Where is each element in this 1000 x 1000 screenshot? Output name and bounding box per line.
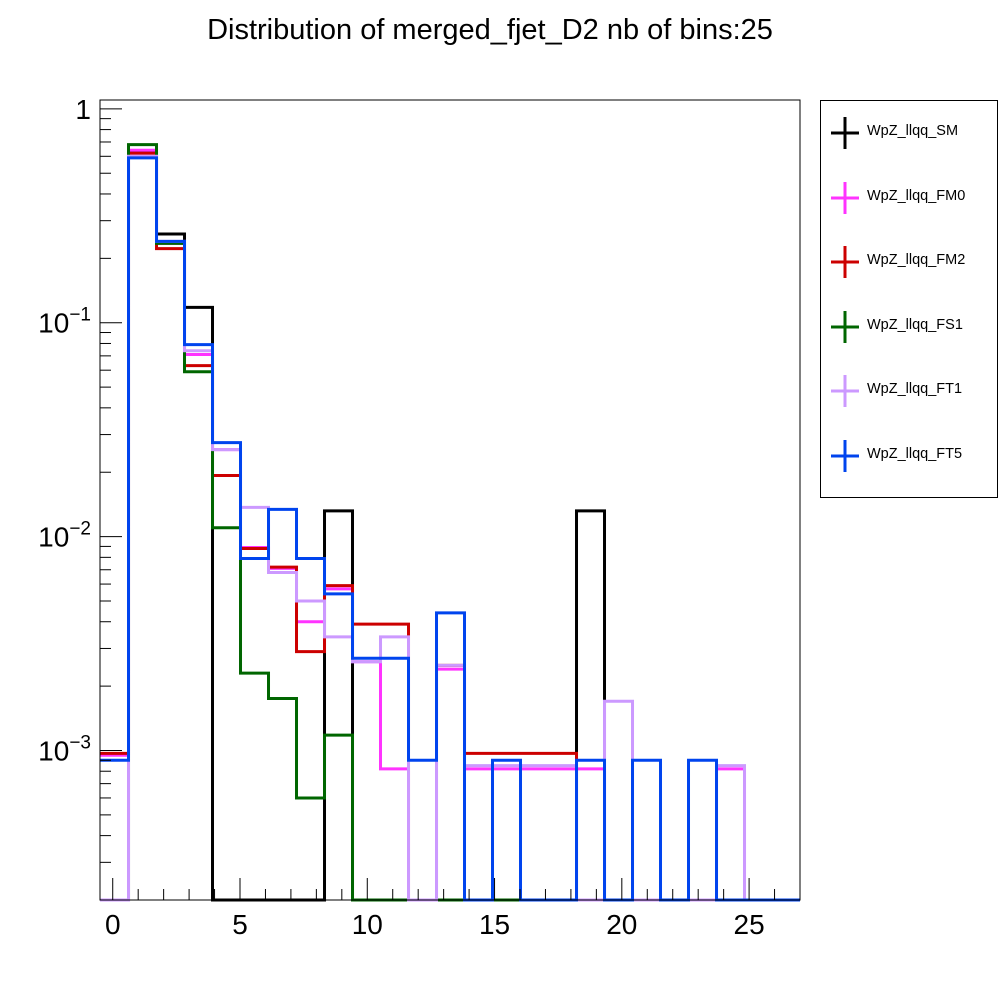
x-tick-label: 15 <box>479 909 510 940</box>
x-tick-label: 0 <box>105 909 121 940</box>
series-line-WpZ_llqq_FT1 <box>100 154 800 902</box>
legend-marker-icon <box>831 439 859 472</box>
axis-ticks <box>100 108 801 901</box>
series-layer <box>100 143 800 902</box>
legend-label: WpZ_llqq_FT5 <box>867 445 963 462</box>
legend-entry: WpZ_llqq_FM0 <box>821 178 997 218</box>
legend-marker-icon <box>831 246 859 278</box>
legend-entry: WpZ_llqq_FT5 <box>821 436 997 476</box>
legend-entry: WpZ_llqq_SM <box>821 113 997 153</box>
legend-label: WpZ_llqq_FS1 <box>867 316 963 333</box>
legend: WpZ_llqq_SM WpZ_llqq_FM0 WpZ_llqq_FM2 WpZ_l… <box>820 100 998 498</box>
series-line-WpZ_llqq_SM <box>100 150 800 902</box>
legend-entry: WpZ_llqq_FM2 <box>821 242 997 282</box>
legend-entry: WpZ_llqq_FT1 <box>821 371 997 411</box>
legend-entry: WpZ_llqq_FS1 <box>821 307 997 347</box>
chart-title: Distribution of merged_fjet_D2 nb of bin… <box>207 14 773 46</box>
y-tick-label: 10−1 <box>38 305 91 339</box>
legend-label: WpZ_llqq_FM2 <box>867 252 966 268</box>
y-tick-label: 10−3 <box>38 733 91 767</box>
y-tick-label: 10−2 <box>38 519 91 553</box>
y-tick-label: 1 <box>75 94 91 125</box>
legend-label: WpZ_llqq_FT1 <box>867 381 963 397</box>
series-line-WpZ_llqq_FS1 <box>100 143 800 902</box>
legend-label: WpZ_llqq_FM0 <box>867 187 966 204</box>
legend-marker-icon <box>831 375 859 407</box>
plot-frame <box>99 99 801 901</box>
x-tick-label: 5 <box>232 909 248 940</box>
x-tick-label: 10 <box>352 909 383 940</box>
legend-marker-icon <box>831 310 859 343</box>
series-line-WpZ_llqq_FM0 <box>100 148 800 902</box>
axis-tick-labels: 0 5 10 15 20 25 1 10−1 10−2 10−3 <box>38 94 764 940</box>
x-tick-label: 25 <box>734 909 765 940</box>
series-line-WpZ_llqq_FM2 <box>100 151 800 902</box>
legend-marker-icon <box>831 117 859 149</box>
legend-label: WpZ_llqq_SM <box>867 123 959 139</box>
legend-marker-icon <box>831 181 859 214</box>
x-tick-label: 20 <box>606 909 637 940</box>
series-line-WpZ_llqq_FT5 <box>100 156 800 902</box>
